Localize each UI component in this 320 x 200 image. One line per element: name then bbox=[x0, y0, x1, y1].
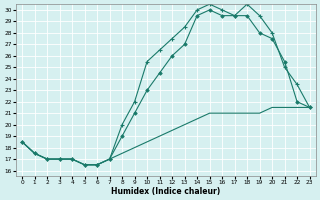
X-axis label: Humidex (Indice chaleur): Humidex (Indice chaleur) bbox=[111, 187, 220, 196]
